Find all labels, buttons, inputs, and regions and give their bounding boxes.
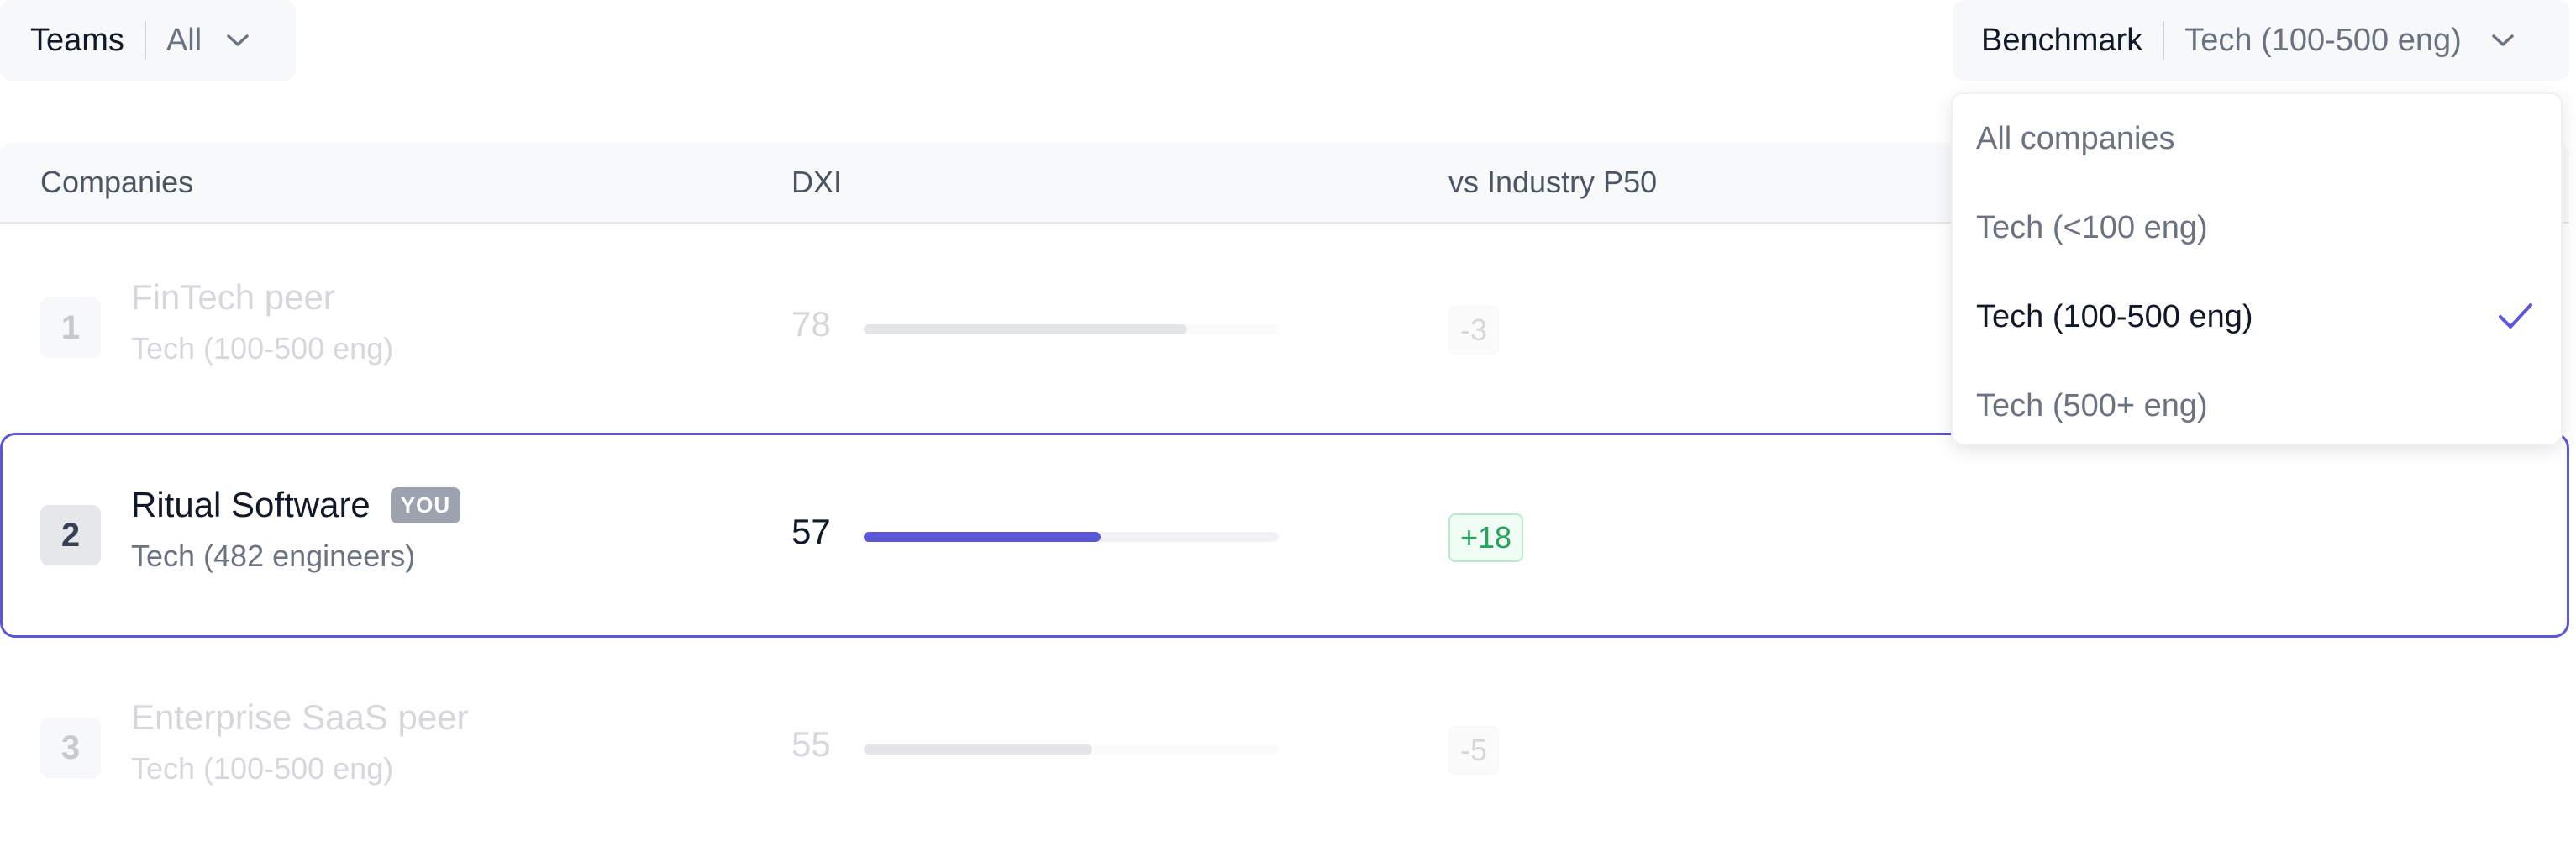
table-row-highlighted[interactable]: 2 Ritual Software YOU Tech (482 engineer… (0, 433, 2569, 638)
delta-badge: -3 (1448, 306, 1500, 355)
filter-divider (144, 21, 146, 60)
dxi-score: 78 (791, 304, 831, 344)
dxi-bar-fill (864, 532, 1101, 542)
chevron-down-icon (2490, 32, 2516, 49)
dropdown-option-label: Tech (<100 eng) (1976, 209, 2208, 245)
dropdown-option-label: All companies (1976, 120, 2175, 156)
company-name: Enterprise SaaS peer (131, 697, 469, 738)
dropdown-option-tech-under-100[interactable]: Tech (<100 eng) (1976, 183, 2541, 272)
column-header-companies: Companies (40, 165, 194, 199)
dxi-bar-fill (864, 744, 1092, 755)
filter-divider (2163, 21, 2165, 60)
column-header-dxi: DXI (791, 165, 843, 199)
column-header-vs-industry: vs Industry P50 (1448, 165, 1658, 199)
teams-filter-label: Teams (30, 22, 124, 58)
dxi-score: 57 (791, 512, 831, 551)
company-name-text: FinTech peer (131, 277, 335, 317)
dxi-score: 55 (791, 724, 831, 764)
dxi-bar (864, 324, 1279, 334)
company-subtitle: Tech (100-500 eng) (131, 751, 394, 786)
company-name-text: Enterprise SaaS peer (131, 697, 469, 737)
delta-badge: +18 (1448, 513, 1524, 562)
dropdown-option-label: Tech (500+ eng) (1976, 387, 2208, 423)
benchmark-filter-label: Benchmark (1981, 22, 2143, 58)
dropdown-option-all-companies[interactable]: All companies (1976, 94, 2541, 183)
teams-filter[interactable]: Teams All (0, 0, 296, 81)
dropdown-option-label: Tech (100-500 eng) (1976, 298, 2253, 334)
company-subtitle: Tech (482 engineers) (131, 539, 416, 573)
table-row[interactable]: 3 Enterprise SaaS peer Tech (100-500 eng… (0, 645, 2569, 850)
rank-badge: 3 (40, 718, 101, 778)
chevron-down-icon (225, 32, 250, 49)
you-badge: YOU (390, 486, 461, 523)
benchmark-dropdown-menu: All companies Tech (<100 eng) Tech (100-… (1951, 92, 2563, 445)
rank-badge: 2 (40, 505, 101, 565)
dropdown-option-tech-500-plus[interactable]: Tech (500+ eng) (1976, 361, 2541, 450)
checkmark-icon (2497, 301, 2534, 339)
dxi-bar (864, 532, 1279, 542)
benchmark-filter-value: Tech (100-500 eng) (2184, 22, 2462, 58)
rank-badge: 1 (40, 297, 101, 358)
table-row[interactable]: 1 FinTech peer Tech (100-500 eng) 78 -3 (0, 225, 2569, 430)
company-name-text: Ritual Software (131, 485, 371, 524)
company-subtitle: Tech (100-500 eng) (131, 331, 394, 366)
delta-badge: -5 (1448, 726, 1500, 775)
teams-filter-value: All (166, 22, 202, 58)
dxi-bar-fill (864, 324, 1188, 334)
dropdown-option-tech-100-500[interactable]: Tech (100-500 eng) (1976, 272, 2541, 361)
company-name: FinTech peer (131, 277, 335, 318)
company-name: Ritual Software YOU (131, 485, 461, 525)
dxi-bar (864, 744, 1279, 755)
benchmark-filter[interactable]: Benchmark Tech (100-500 eng) (1953, 0, 2569, 81)
